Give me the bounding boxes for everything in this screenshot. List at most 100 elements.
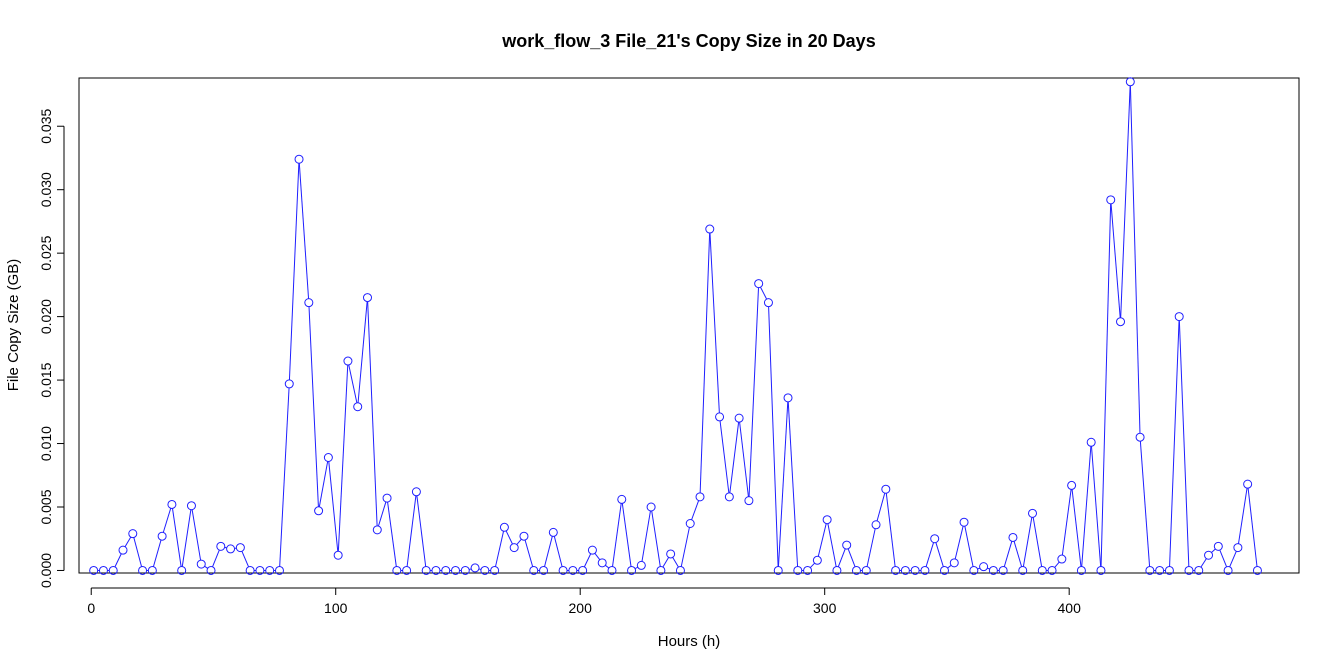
series-segment <box>1237 488 1248 544</box>
data-point <box>969 565 979 575</box>
data-point <box>959 517 969 527</box>
series-segment <box>583 553 592 568</box>
series-segment <box>524 539 534 567</box>
data-point <box>138 565 148 575</box>
series-segment <box>954 526 964 560</box>
data-point <box>1174 312 1184 322</box>
data-point <box>724 492 734 502</box>
series-segment <box>1100 203 1112 567</box>
data-point <box>294 154 304 164</box>
series-segment <box>621 503 632 567</box>
data-point <box>1067 480 1077 490</box>
data-point <box>1145 565 1155 575</box>
series-segment <box>947 564 952 569</box>
y-tick-label: 0.020 <box>38 299 54 334</box>
series-segment <box>298 163 310 299</box>
series-segment <box>612 503 622 567</box>
data-point <box>421 565 431 575</box>
data-point <box>656 565 666 575</box>
data-point <box>930 534 940 544</box>
series-segment <box>387 502 397 567</box>
series-segment <box>964 526 974 567</box>
plot-frame <box>78 77 1300 574</box>
data-point <box>343 356 353 366</box>
series-segment <box>495 531 505 567</box>
series-segment <box>837 548 846 567</box>
series-segment <box>1003 541 1013 567</box>
y-tick-label: 0.000 <box>38 553 54 588</box>
data-point <box>1155 565 1165 575</box>
series-segment <box>114 553 122 568</box>
data-point <box>441 565 451 575</box>
data-point <box>627 565 637 575</box>
data-point <box>431 565 441 575</box>
y-tick-label: 0.030 <box>38 172 54 207</box>
data-point <box>1213 541 1223 551</box>
data-point <box>1116 317 1126 327</box>
data-point <box>382 493 392 503</box>
series-segment <box>308 306 319 507</box>
series-segment <box>181 509 192 567</box>
y-tick-label: 0.005 <box>38 489 54 524</box>
data-point <box>274 565 284 575</box>
series-segment <box>1081 446 1092 567</box>
data-point <box>754 279 764 289</box>
data-point <box>832 565 842 575</box>
data-point <box>529 565 539 575</box>
data-point <box>803 565 813 575</box>
series-segment <box>777 401 789 567</box>
series-segment <box>204 565 208 569</box>
data-point <box>881 484 891 494</box>
data-point <box>812 555 822 565</box>
data-point <box>558 565 568 575</box>
data-point <box>685 519 695 528</box>
data-point <box>587 545 597 555</box>
data-point <box>842 540 852 550</box>
series-segment <box>124 536 132 547</box>
data-point <box>920 565 930 575</box>
data-point <box>226 544 236 554</box>
y-tick-label: 0.035 <box>38 109 54 144</box>
data-point <box>666 549 676 559</box>
series-segment <box>866 528 876 567</box>
data-point <box>871 520 881 530</box>
data-point <box>1194 565 1204 575</box>
data-point <box>196 559 206 569</box>
series-segment <box>367 301 378 526</box>
series-segment <box>1071 489 1082 567</box>
data-point <box>646 502 656 512</box>
data-point <box>1243 479 1253 489</box>
data-point <box>157 531 167 541</box>
data-point <box>509 543 519 553</box>
data-point <box>402 565 412 575</box>
data-point <box>1008 532 1018 542</box>
series-segment <box>634 566 639 570</box>
data-point <box>597 558 607 568</box>
series-segment <box>817 523 827 557</box>
data-point <box>147 565 157 575</box>
data-point <box>499 522 509 532</box>
y-axis: 0.000 0.005 0.010 0.015 0.020 0.025 0.030 0.035 <box>38 109 65 588</box>
data-point <box>861 565 871 575</box>
data-point <box>1204 550 1214 560</box>
x-axis-label: Hours (h) <box>658 633 721 650</box>
data-point <box>1076 565 1086 575</box>
series-segment <box>827 523 837 567</box>
data-point <box>675 565 685 575</box>
series-segment <box>691 500 700 520</box>
data-point <box>891 565 901 575</box>
series-segment <box>553 536 563 567</box>
data-point <box>1028 508 1038 518</box>
data-point <box>910 565 920 575</box>
series-segment <box>935 542 944 567</box>
data-point <box>353 402 363 412</box>
y-tick-label: 0.015 <box>38 362 54 397</box>
data-point <box>245 565 255 575</box>
series-segment <box>191 509 202 561</box>
series-segment <box>787 401 799 567</box>
data-point <box>744 496 754 506</box>
data-point <box>900 565 910 575</box>
series-segment <box>1211 548 1216 553</box>
series-segment <box>1022 517 1033 567</box>
